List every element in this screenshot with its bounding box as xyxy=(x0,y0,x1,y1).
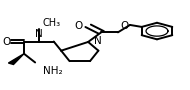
Text: O: O xyxy=(2,37,10,47)
Polygon shape xyxy=(8,54,24,64)
Text: N: N xyxy=(94,36,101,46)
Text: N: N xyxy=(35,29,43,39)
Text: O: O xyxy=(121,21,129,31)
Text: O: O xyxy=(74,21,83,31)
Text: NH₂: NH₂ xyxy=(43,66,62,76)
Text: CH₃: CH₃ xyxy=(43,18,61,28)
